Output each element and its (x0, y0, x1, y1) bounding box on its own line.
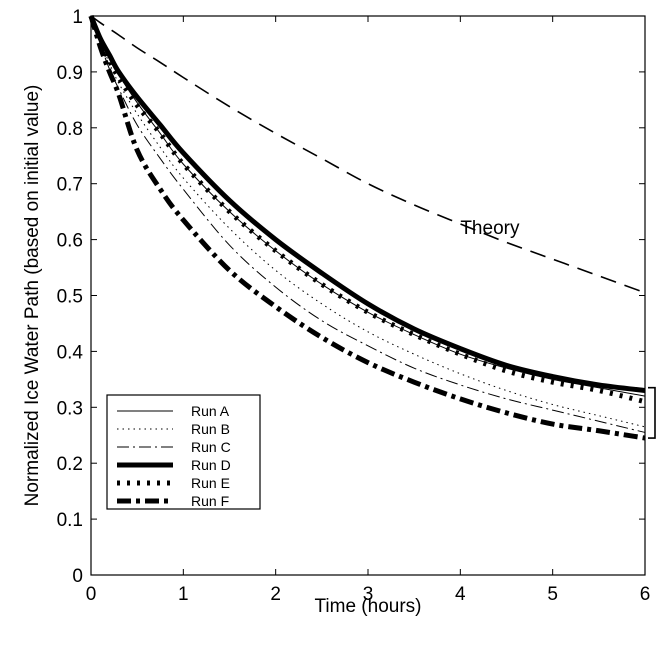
y-tick-label: 0.6 (57, 231, 83, 252)
legend-label: Run C (191, 439, 231, 455)
legend: Run A Run B Run C Run D Run E Run F (106, 394, 261, 510)
y-tick-label: 0.7 (57, 175, 83, 196)
annotation-label: Theory (460, 218, 520, 239)
y-tick-label: 0.9 (57, 63, 83, 84)
series-line-run-f (88, 15, 646, 441)
y-tick-label: 0 (72, 566, 83, 587)
x-tick-label: 4 (455, 584, 466, 605)
x-tick-label: 0 (86, 584, 97, 605)
legend-label: Run E (191, 475, 230, 491)
tick-layer: 0 1 2 3 4 5 6 0 0.1 0.2 0.3 0.4 0.5 0.6 0.7 0.8 0.9 1 (57, 7, 651, 605)
series-line-run-b (90, 15, 646, 428)
x-tick-label: 1 (178, 584, 189, 605)
series-line-theory (90, 15, 646, 294)
y-axis-label: Normalized Ice Water Path (based on init… (22, 85, 43, 507)
annotation-layer: Theory (460, 218, 656, 439)
legend-label: Run D (191, 457, 231, 473)
series-layer (88, 15, 646, 441)
legend-label: Run F (191, 493, 229, 509)
y-tick-label: 0.4 (57, 342, 84, 363)
series-line-run-d (88, 15, 646, 394)
legend-box (106, 394, 261, 510)
range-bracket (648, 386, 656, 439)
x-tick-label: 5 (547, 584, 558, 605)
legend-label: Run B (191, 421, 230, 437)
series-line-run-c (90, 15, 646, 433)
y-tick-label: 0.1 (57, 510, 83, 531)
y-tick-label: 0.3 (57, 398, 83, 419)
y-tick-label: 0.5 (57, 287, 83, 308)
y-tick-label: 0.2 (57, 454, 83, 475)
x-tick-label: 2 (270, 584, 281, 605)
plot-frame (90, 15, 646, 576)
series-line-run-e (88, 15, 646, 405)
y-tick-label: 0.8 (57, 119, 83, 140)
x-axis-label: Time (hours) (315, 596, 422, 617)
x-tick-label: 3 (363, 584, 374, 605)
legend-label: Run A (191, 403, 230, 419)
y-tick-label: 1 (72, 7, 83, 28)
x-tick-label: 6 (640, 584, 651, 605)
